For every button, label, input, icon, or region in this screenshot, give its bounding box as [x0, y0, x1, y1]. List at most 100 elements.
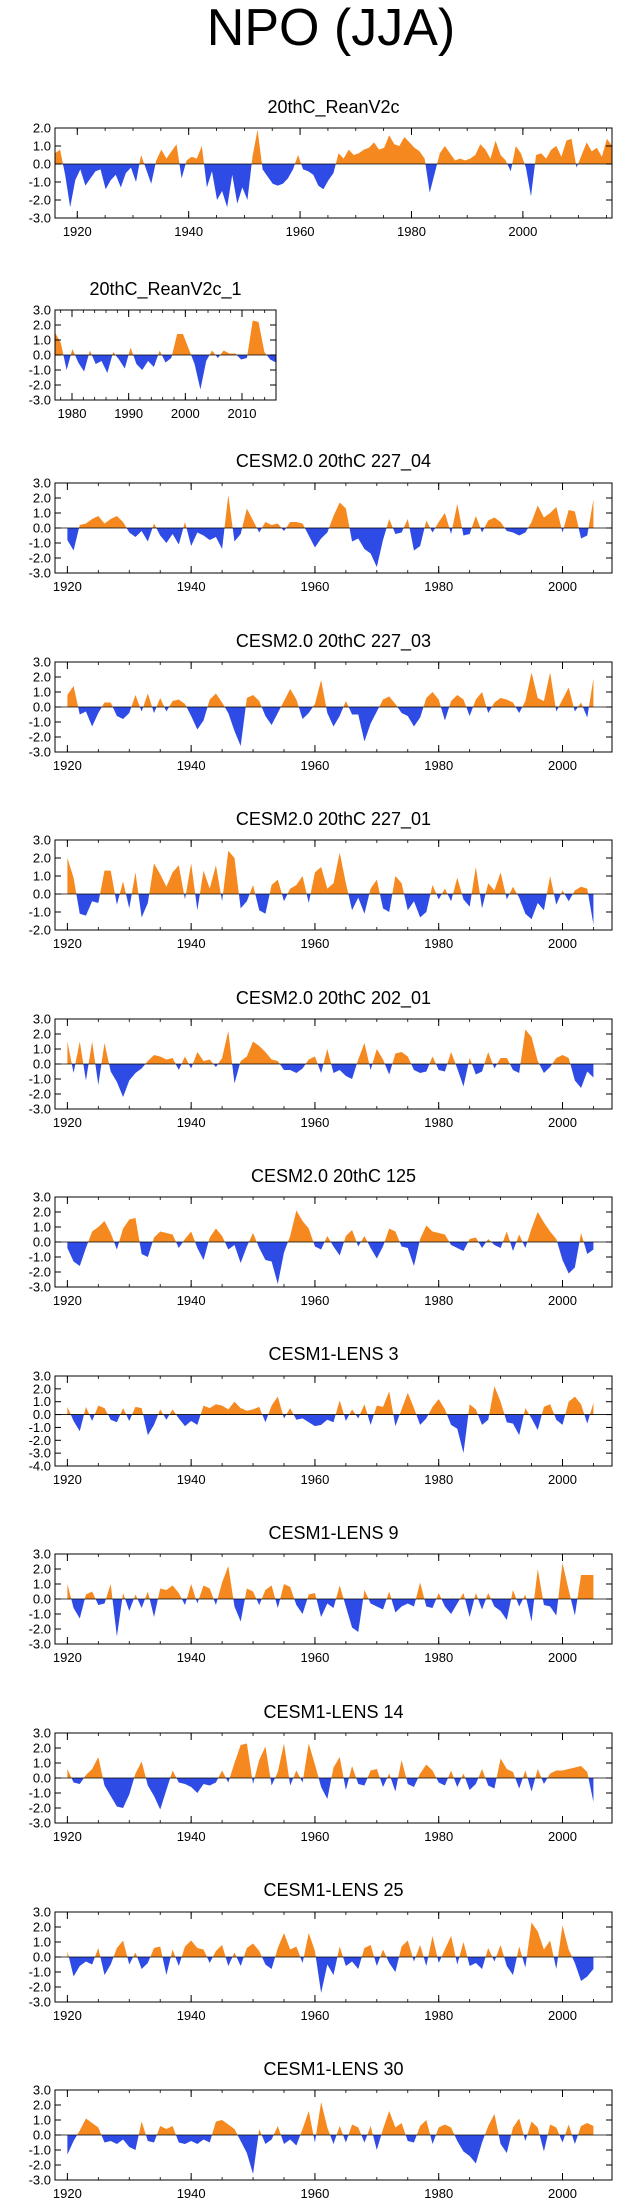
y-tick-label: 3.0 [33, 303, 51, 318]
panel-title: CESM1-LENS 3 [268, 1344, 398, 1364]
y-tick-label: -3.0 [29, 1102, 51, 1117]
y-tick-label: -2.0 [29, 1087, 51, 1102]
panel-title: 20thC_ReanV2c_1 [89, 279, 241, 300]
y-tick-label: 0.0 [33, 1950, 51, 1965]
y-tick-label: 3.0 [33, 2083, 51, 2098]
y-tick-label: 1.0 [33, 1042, 51, 1057]
y-tick-label: 3.0 [33, 1726, 51, 1741]
negative-area [67, 1242, 594, 1284]
y-tick-label: -1.0 [29, 1420, 51, 1435]
x-tick-label: 1920 [53, 1650, 82, 1665]
x-tick-label: 1920 [53, 758, 82, 773]
x-tick-label: 1960 [300, 2186, 329, 2201]
x-tick-label: 2000 [548, 1293, 577, 1308]
y-tick-label: -1.0 [29, 905, 51, 920]
panel-title: 20thC_ReanV2c [267, 97, 399, 118]
panel-title: CESM1-LENS 14 [263, 1702, 403, 1722]
x-tick-label: 2000 [548, 579, 577, 594]
y-tick-label: -2.0 [29, 1801, 51, 1816]
panel-cesm1-lens-25: CESM1-LENS 25 3.02.01.00.0-1.0-2.0-3.0192… [29, 1880, 613, 2023]
y-tick-label: 0.0 [33, 1057, 51, 1072]
y-tick-label: -2.0 [29, 730, 51, 745]
negative-area [67, 528, 594, 567]
x-tick-label: 1940 [177, 2008, 206, 2023]
x-tick-label: 2000 [548, 936, 577, 951]
y-tick-label: 2.0 [33, 1741, 51, 1756]
y-tick-label: 3.0 [33, 1190, 51, 1205]
y-tick-label: -2.0 [29, 1622, 51, 1637]
y-tick-label: 1.0 [33, 869, 51, 884]
y-tick-label: 2.0 [33, 1562, 51, 1577]
positive-area [67, 1563, 594, 1599]
y-tick-label: -2.0 [29, 193, 51, 208]
x-tick-label: 1960 [300, 1650, 329, 1665]
x-tick-label: 1940 [177, 2186, 206, 2201]
x-tick-label: 1960 [300, 1472, 329, 1487]
x-tick-label: 1920 [53, 1115, 82, 1130]
y-tick-label: 3.0 [33, 833, 51, 848]
x-tick-label: 1980 [424, 1472, 453, 1487]
y-tick-label: 2.0 [33, 1381, 51, 1396]
positive-area [67, 2102, 594, 2135]
panel-cesm1-lens-14: CESM1-LENS 14 3.02.01.00.0-1.0-2.0-3.0192… [29, 1702, 613, 1844]
panel-cesm2-0-20thc-227-01: CESM2.0 20thC 227_01 3.0 2.0 1.0 0.0 -1.0 -2.0… [29, 809, 613, 951]
panel-title: CESM2.0 20thC 227_03 [236, 631, 431, 652]
y-tick-label: -3.0 [29, 1995, 51, 2010]
y-tick-label: 1.0 [33, 685, 51, 700]
y-tick-label: 2.0 [33, 318, 51, 333]
plot-frame [54, 1375, 613, 1467]
x-tick-label: 1940 [177, 1472, 206, 1487]
plot-frame [54, 127, 613, 219]
y-tick-label: 3.0 [33, 1547, 51, 1562]
x-tick-label: 1960 [286, 224, 315, 239]
x-tick-label: 1920 [63, 224, 92, 239]
positive-area [67, 1029, 594, 1064]
y-tick-label: -4.0 [29, 1459, 51, 1474]
y-tick-label: -2.0 [29, 1433, 51, 1448]
y-tick-label: -3.0 [29, 1446, 51, 1461]
y-tick-label: -2.0 [29, 2158, 51, 2173]
x-tick-label: 1980 [58, 406, 87, 421]
y-tick-label: 2.0 [33, 2098, 51, 2113]
y-tick-label: -1.0 [29, 1607, 51, 1622]
y-tick-label: -1.0 [29, 1072, 51, 1087]
panel-title: CESM1-LENS 25 [263, 1880, 403, 1900]
negative-area [67, 1957, 594, 1993]
y-tick-label: -1.0 [29, 363, 51, 378]
panel-cesm2-0-20thc-202-01: CESM2.0 20thC 202_01 3.02.01.00.0-1.0-2.0… [29, 988, 613, 1130]
panel-title: CESM1-LENS 30 [263, 2059, 403, 2079]
x-tick-label: 1940 [177, 579, 206, 594]
positive-area [55, 129, 612, 164]
y-tick-label: 2.0 [33, 1920, 51, 1935]
y-tick-label: 1.0 [33, 333, 51, 348]
x-tick-label: 1920 [53, 1472, 82, 1487]
y-tick-label: 1.0 [33, 506, 51, 521]
y-tick-label: 0.0 [33, 1592, 51, 1607]
y-tick-label: 1.0 [33, 2113, 51, 2128]
y-tick-label: -2.0 [29, 551, 51, 566]
x-tick-label: 2000 [548, 1472, 577, 1487]
y-tick-label: 2.0 [33, 1027, 51, 1042]
y-tick-label: -3.0 [29, 1816, 51, 1831]
y-tick-label: 2.0 [33, 121, 51, 136]
x-tick-label: 1940 [177, 758, 206, 773]
y-tick-label: -2.0 [29, 378, 51, 393]
x-tick-label: 1920 [53, 1293, 82, 1308]
y-tick-label: 3.0 [33, 655, 51, 670]
positive-area [67, 1210, 594, 1242]
x-tick-label: 1920 [53, 2186, 82, 2201]
x-tick-label: 1980 [424, 1650, 453, 1665]
y-tick-label: -1.0 [29, 715, 51, 730]
x-tick-label: 2000 [548, 1115, 577, 1130]
y-tick-label: 2.0 [33, 670, 51, 685]
y-tick-label: -3.0 [29, 1280, 51, 1295]
x-tick-label: 1980 [424, 1829, 453, 1844]
x-tick-label: 1960 [300, 2008, 329, 2023]
y-tick-label: 3.0 [33, 1369, 51, 1384]
y-tick-label: -2.0 [29, 1980, 51, 1995]
y-tick-label: -1.0 [29, 175, 51, 190]
x-tick-label: 1920 [53, 1829, 82, 1844]
x-tick-label: 1980 [424, 758, 453, 773]
x-tick-label: 1940 [174, 224, 203, 239]
